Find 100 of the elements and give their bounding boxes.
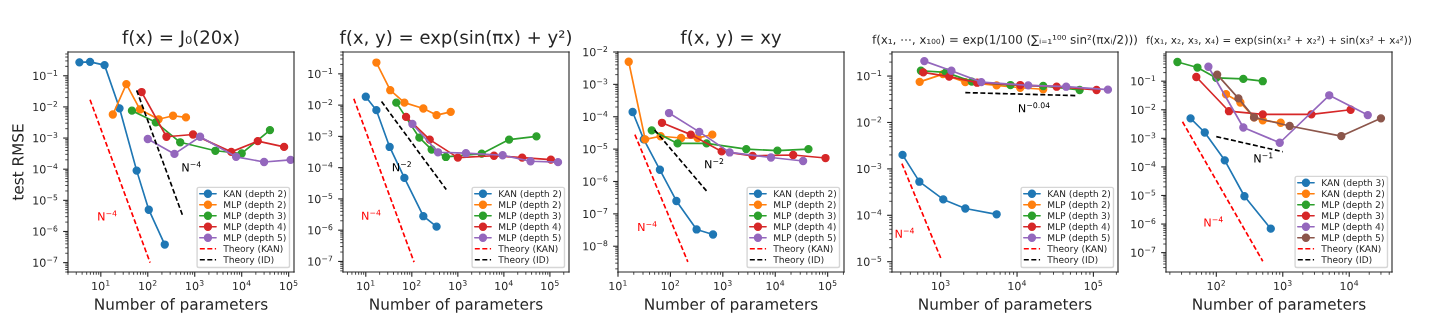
y-tick-label: 10$^{−2}$	[1131, 103, 1156, 115]
x-tick-label: 10$^{4}$	[495, 280, 513, 291]
chart-title: f(x₁, ⋯, x₁₀₀) = exp(1/100 (∑ᵢ₌₁¹⁰⁰ sin²(πxᵢ/2)))	[872, 34, 1137, 47]
y-tick-label: 10$^{−2}$	[33, 101, 58, 112]
legend-label: MLP (depth 5)	[1048, 234, 1110, 243]
chart-title: f(x₁, x₂, x₃, x₄) = exp(sin(x₁² + x₂²) + sin(x₃² + x₄²))	[1146, 35, 1411, 46]
annotation: N$^{−4}$	[895, 227, 915, 238]
annotation: N$^{−4}$	[98, 210, 117, 221]
y-tick-label: 10$^{−4}$	[33, 163, 58, 174]
annotation: N$^{−2}$	[705, 158, 724, 169]
x-tick-label: 10$^{1}$	[609, 280, 627, 291]
chart-title: f(x, y) = xy	[680, 29, 782, 48]
y-tick-label: 10$^{−7}$	[308, 255, 333, 266]
y-tick-label: 10$^{−6}$	[33, 225, 58, 236]
y-tick-label: 10$^{−4}$	[583, 110, 608, 122]
y-tick-label: 10$^{−5}$	[308, 193, 333, 204]
y-tick-label: 10$^{−6}$	[1131, 218, 1156, 229]
legend-label: KAN (depth 2)	[1048, 190, 1110, 199]
x-tick-label: 10$^{3}$	[1274, 280, 1292, 291]
annotation: N$^{−2}$	[392, 161, 411, 172]
y-tick-label: 10$^{−3}$	[583, 78, 608, 89]
legend-label: Theory (KAN)	[773, 245, 833, 254]
y-tick-label: 10$^{−3}$	[308, 130, 333, 141]
y-tick-label: 10$^{−2}$	[308, 99, 333, 110]
x-tick-label: 10$^{2}$	[139, 280, 157, 291]
y-tick-label: 10$^{−4}$	[308, 161, 333, 172]
legend-label: Theory (ID)	[223, 256, 274, 265]
y-tick-label: 10$^{−4}$	[857, 209, 882, 220]
x-tick-label: 10$^{1}$	[92, 280, 110, 291]
y-tick-label: 10$^{−1}$	[308, 68, 333, 79]
x-tick-label: 10$^{2}$	[1207, 280, 1225, 291]
legend-label: KAN (depth 3)	[1322, 179, 1384, 188]
legend-label: MLP (depth 3)	[224, 212, 286, 221]
chart-title: f(x, y) = exp(sin(πx) + y²)	[339, 29, 571, 48]
y-axis-title: test RMSE	[12, 124, 24, 201]
legend-label: MLP (depth 2)	[499, 201, 561, 210]
y-tick-label: 10$^{−3}$	[33, 132, 58, 143]
y-tick-label: 10$^{−6}$	[583, 175, 608, 186]
legend-label: MLP (depth 5)	[774, 234, 836, 243]
x-tick-label: 10$^{2}$	[403, 280, 421, 291]
y-tick-label: 10$^{−5}$	[857, 255, 882, 267]
legend-label: MLP (depth 2)	[1322, 201, 1384, 210]
legend-label: MLP (depth 4)	[499, 223, 561, 232]
x-axis-title: Number of parameters	[95, 298, 268, 313]
legend-label: MLP (depth 5)	[224, 234, 286, 243]
legend-label: MLP (depth 2)	[224, 201, 286, 210]
x-tick-label: 10$^{5}$	[1084, 280, 1103, 291]
x-axis-title: Number of parameters	[1193, 298, 1366, 313]
legend-label: MLP (depth 4)	[774, 223, 836, 232]
chart-title: f(x) = J₀(20x)	[122, 29, 239, 48]
y-tick-label: 10$^{−5}$	[33, 194, 58, 205]
y-tick-label: 10$^{−5}$	[583, 143, 608, 154]
y-tick-label: 10$^{−2}$	[857, 116, 882, 127]
legend-label: MLP (depth 3)	[1322, 212, 1384, 221]
legend-label: MLP (depth 2)	[774, 201, 836, 210]
x-tick-label: 10$^{4}$	[766, 280, 785, 291]
legend-label: KAN (depth 2)	[774, 190, 836, 199]
legend-label: MLP (depth 3)	[774, 212, 836, 221]
legend-label: Theory (ID)	[1321, 256, 1372, 265]
y-tick-label: 10$^{−5}$	[1131, 189, 1156, 200]
legend-label: MLP (depth 4)	[1048, 223, 1110, 232]
y-tick-label: 10$^{−2}$	[583, 46, 608, 57]
legend-label: MLP (depth 5)	[499, 234, 561, 243]
y-tick-label: 10$^{−7}$	[583, 208, 608, 219]
annotation: N$^{−4}$	[1204, 216, 1223, 227]
annotation: N$^{−4}$	[182, 161, 201, 172]
legend-label: KAN (depth 2)	[224, 190, 286, 199]
x-tick-label: 10$^{5}$	[819, 280, 837, 291]
y-tick-label: 10$^{−8}$	[583, 240, 608, 251]
x-tick-label: 10$^{3}$	[932, 280, 950, 291]
x-axis-title: Number of parameters	[370, 298, 543, 313]
y-tick-label: 10$^{−1}$	[1131, 75, 1156, 86]
y-tick-label: 10$^{−7}$	[33, 256, 58, 267]
x-tick-label: 10$^{3}$	[714, 280, 732, 291]
legend-label: Theory (ID)	[1047, 256, 1098, 265]
x-tick-label: 10$^{4}$	[1008, 280, 1027, 291]
legend-label: Theory (KAN)	[1321, 245, 1381, 254]
x-tick-label: 10$^{5}$	[280, 280, 298, 291]
legend-label: KAN (depth 2)	[1322, 190, 1384, 199]
y-tick-label: 10$^{−3}$	[857, 162, 882, 174]
x-axis-title: Number of parameters	[919, 298, 1092, 313]
x-tick-label: 10$^{2}$	[661, 280, 680, 291]
x-tick-label: 10$^{3}$	[186, 280, 204, 291]
y-tick-label: 10$^{−3}$	[1131, 132, 1156, 143]
y-tick-label: 10$^{−4}$	[1131, 161, 1156, 172]
x-axis-title: Number of parameters	[645, 298, 818, 313]
legend-label: Theory (ID)	[773, 256, 824, 265]
annotation: N$^{−4}$	[362, 209, 381, 220]
y-tick-label: 10$^{−6}$	[308, 224, 333, 235]
legend-label: MLP (depth 3)	[1048, 212, 1110, 221]
x-tick-label: 10$^{3}$	[449, 280, 467, 291]
y-tick-label: 10$^{−1}$	[857, 70, 882, 81]
legend-label: MLP (depth 4)	[1322, 223, 1384, 232]
legend-label: MLP (depth 2)	[1048, 201, 1110, 210]
legend-label: KAN (depth 2)	[499, 190, 561, 199]
x-tick-label: 10$^{1}$	[357, 280, 375, 291]
legend-label: MLP (depth 3)	[499, 212, 561, 221]
legend-label: MLP (depth 4)	[224, 223, 286, 232]
legend-label: Theory (ID)	[498, 256, 549, 265]
annotation: N$^{−1}$	[1254, 152, 1273, 163]
